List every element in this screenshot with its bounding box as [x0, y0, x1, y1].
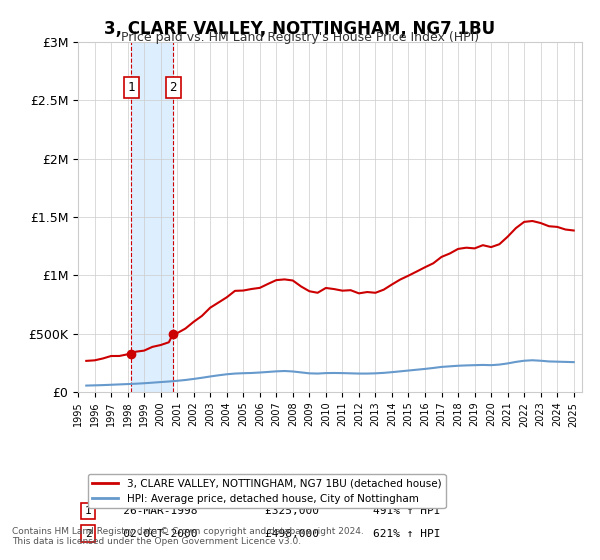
- Text: 26-MAR-1998          £325,000        491% ↑ HPI: 26-MAR-1998 £325,000 491% ↑ HPI: [103, 506, 440, 516]
- Text: 3, CLARE VALLEY, NOTTINGHAM, NG7 1BU: 3, CLARE VALLEY, NOTTINGHAM, NG7 1BU: [104, 20, 496, 38]
- Bar: [131, 42, 173, 392]
- Legend: 3, CLARE VALLEY, NOTTINGHAM, NG7 1BU (detached house), HPI: Average price, detac: 3, CLARE VALLEY, NOTTINGHAM, NG7 1BU (de…: [88, 474, 446, 508]
- Text: 1: 1: [85, 506, 91, 516]
- Text: 1: 1: [128, 81, 135, 94]
- Text: 2: 2: [85, 529, 91, 539]
- Text: 02-OCT-2000          £498,000        621% ↑ HPI: 02-OCT-2000 £498,000 621% ↑ HPI: [103, 529, 440, 539]
- Text: Price paid vs. HM Land Registry's House Price Index (HPI): Price paid vs. HM Land Registry's House …: [121, 31, 479, 44]
- Text: 2: 2: [169, 81, 177, 94]
- Text: Contains HM Land Registry data © Crown copyright and database right 2024.
This d: Contains HM Land Registry data © Crown c…: [12, 526, 364, 546]
